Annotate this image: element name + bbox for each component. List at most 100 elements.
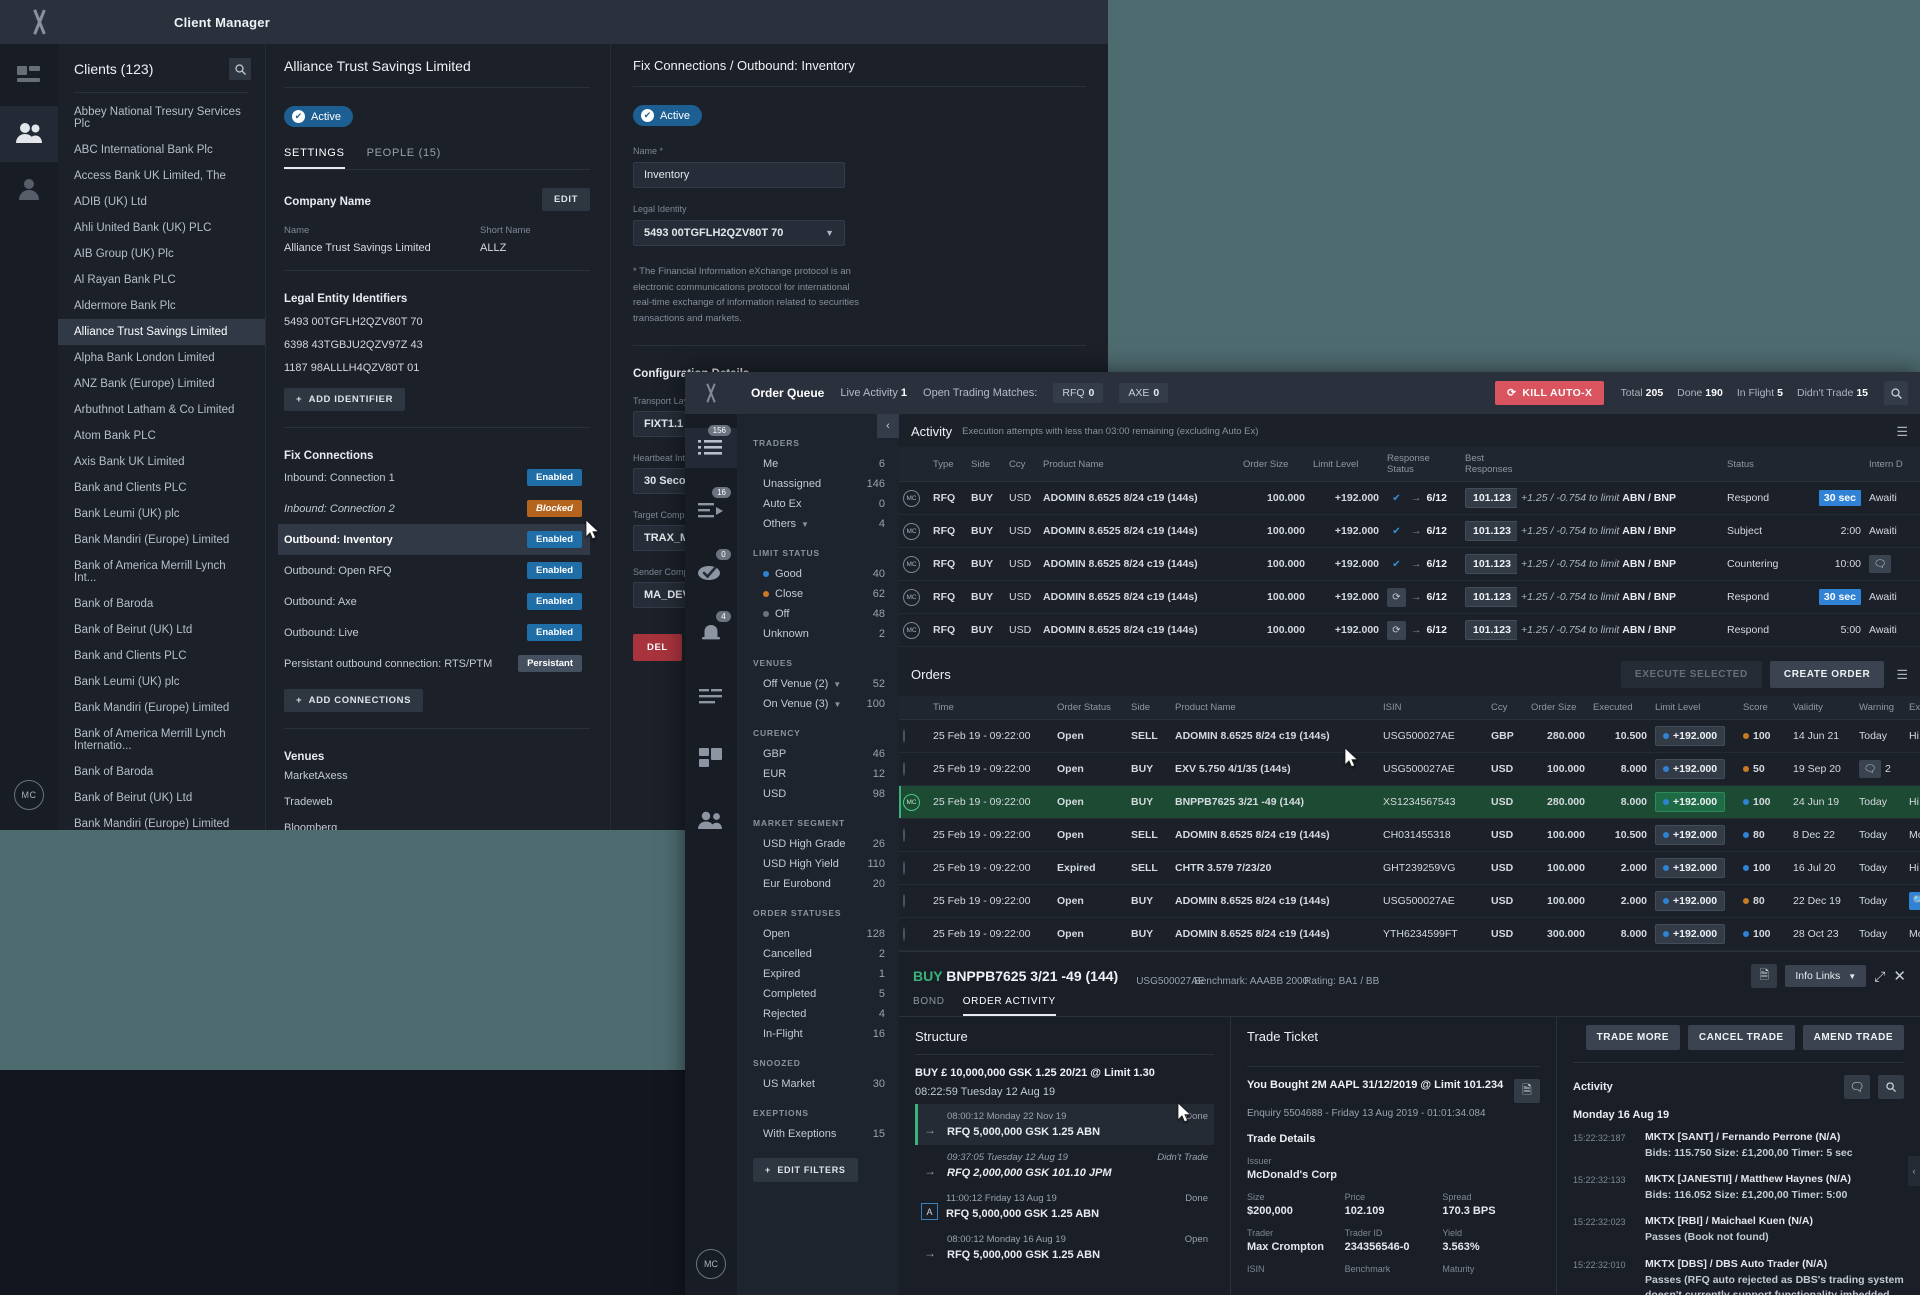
table-row[interactable]: MC RFQ BUY USD ADOMIN 8.6525 8/24 c19 (1…	[899, 481, 1920, 515]
hamburger-icon[interactable]: ☰	[1896, 667, 1908, 682]
filter-row[interactable]: Unknown 2	[753, 624, 885, 644]
client-list-item[interactable]: Abbey National Tresury Services Plc	[74, 106, 241, 130]
structure-item[interactable]: A 11:00:12 Friday 13 Aug 19 Done RFQ 5,00…	[915, 1186, 1214, 1227]
client-list-item[interactable]: ABC International Bank Plc	[74, 144, 213, 156]
filter-row[interactable]: Me 6	[753, 454, 885, 474]
client-list-item[interactable]: Bank Mandiri (Europe) Limited	[74, 534, 230, 546]
chip-axe[interactable]: AXE 0	[1119, 383, 1169, 403]
client-list-item[interactable]: ADIB (UK) Ltd	[74, 196, 147, 208]
filter-row[interactable]: USD High Yield 110	[753, 854, 885, 874]
table-row[interactable]: 25 Feb 19 - 09:22:00 Open BUY EXV 5.750 …	[899, 752, 1920, 786]
search-icon[interactable]	[1878, 1075, 1904, 1099]
client-list-item[interactable]: Axis Bank UK Limited	[74, 456, 185, 468]
column-header[interactable]: ISIN	[1379, 696, 1487, 720]
filter-row[interactable]: Others ▼ 4	[753, 514, 885, 534]
tab-order-queue[interactable]: Order Queue	[751, 386, 825, 400]
client-list-item[interactable]: Bank of Baroda	[74, 766, 154, 778]
row-select-checkbox[interactable]	[903, 828, 905, 842]
rail-lines-icon[interactable]	[685, 676, 737, 716]
search-icon[interactable]	[1884, 381, 1908, 405]
filter-row[interactable]: Expired 1	[753, 964, 885, 984]
column-header[interactable]: Order Size	[1239, 447, 1309, 482]
legal-identity-select[interactable]: 5493 00TGFLH2QZV80T 70 ▼	[633, 220, 845, 246]
fix-connection-row[interactable]: Outbound: Axe Enabled	[284, 586, 590, 617]
column-header[interactable]	[1803, 447, 1865, 482]
client-list-item[interactable]: Bank Leumi (UK) plc	[74, 508, 180, 520]
table-row[interactable]: MC RFQ BUY USD ADOMIN 8.6525 8/24 c19 (1…	[899, 547, 1920, 581]
filter-row[interactable]: Auto Ex 0	[753, 494, 885, 514]
filter-row[interactable]: Open 128	[753, 924, 885, 944]
table-row[interactable]: MC RFQ BUY USD ADOMIN 8.6525 8/24 c19 (1…	[899, 580, 1920, 614]
chip-rfq[interactable]: RFQ 0	[1053, 383, 1104, 403]
table-row[interactable]: MC 25 Feb 19 - 09:22:00 Open BUY BNPPB76…	[899, 785, 1920, 819]
client-list-item[interactable]: Bank Mandiri (Europe) Limited	[74, 702, 230, 714]
client-list-item[interactable]: Alliance Trust Savings Limited	[58, 319, 265, 345]
column-header[interactable]: Executed	[1589, 696, 1651, 720]
filter-row[interactable]: EUR 12	[753, 764, 885, 784]
user-profile-icon[interactable]	[14, 174, 44, 204]
column-header[interactable]: Exe	[1905, 696, 1920, 720]
clients-icon[interactable]	[14, 118, 44, 148]
chevron-left-icon[interactable]: ‹	[877, 414, 899, 438]
filter-row[interactable]: GBP 46	[753, 744, 885, 764]
column-header[interactable]	[899, 447, 929, 482]
table-row[interactable]: 25 Feb 19 - 09:22:00 Open SELL ADOMIN 8.…	[899, 719, 1920, 753]
client-list-item[interactable]: Bank Mandiri (Europe) Limited	[74, 818, 230, 830]
filter-row[interactable]: Rejected 4	[753, 1004, 885, 1024]
column-header[interactable]	[1517, 447, 1723, 482]
column-header[interactable]: Product Name	[1171, 696, 1379, 720]
filter-row[interactable]: Unassigned 146	[753, 474, 885, 494]
add-identifier-button[interactable]: + ADD IDENTIFIER	[284, 388, 406, 411]
message-icon[interactable]: 🗨	[1869, 555, 1891, 573]
copy-icon[interactable]: 🗎	[1514, 1079, 1540, 1103]
rail-order-list-icon[interactable]: 156	[685, 425, 737, 468]
column-header[interactable]: Ccy	[1005, 447, 1039, 482]
filter-row[interactable]: Cancelled 2	[753, 944, 885, 964]
expand-icon[interactable]: ⤢	[1874, 967, 1886, 984]
add-connections-button[interactable]: + ADD CONNECTIONS	[284, 689, 424, 712]
amend-trade-button[interactable]: AMEND TRADE	[1802, 1025, 1904, 1050]
client-list-item[interactable]: Bank of Beirut (UK) Ltd	[74, 792, 193, 804]
comment-icon[interactable]: 🗨	[1844, 1075, 1870, 1099]
table-row[interactable]: MC RFQ BUY USD ADOMIN 8.6525 8/24 c19 (1…	[899, 613, 1920, 647]
user-avatar[interactable]: MC	[696, 1249, 726, 1279]
client-list-item[interactable]: Bank of Beirut (UK) Ltd	[74, 624, 193, 636]
filter-row[interactable]: US Market 30	[753, 1074, 885, 1094]
client-list-item[interactable]: Alpha Bank London Limited	[74, 352, 215, 364]
execute-selected-button[interactable]: EXECUTE SELECTED	[1620, 661, 1762, 688]
client-list-item[interactable]: Ahli United Bank (UK) PLC	[74, 222, 212, 234]
column-header[interactable]: Order Status	[1053, 696, 1127, 720]
rail-check-cloud-icon[interactable]: 0	[685, 549, 737, 592]
fix-connection-row[interactable]: Outbound: Inventory Enabled	[278, 524, 590, 555]
fix-name-input[interactable]: Inventory	[633, 162, 845, 188]
table-row[interactable]: 25 Feb 19 - 09:22:00 Open BUY ADOMIN 8.6…	[899, 884, 1920, 918]
user-avatar[interactable]: MC	[14, 780, 44, 810]
column-header[interactable]: Product Name	[1039, 447, 1239, 482]
edit-button[interactable]: EDIT	[541, 188, 590, 211]
chevron-left-icon[interactable]: ‹	[1908, 1156, 1920, 1186]
client-list-item[interactable]: Bank and Clients PLC	[74, 482, 187, 494]
tab-settings[interactable]: SETTINGS	[284, 147, 345, 169]
fix-connection-row[interactable]: Outbound: Live Enabled	[284, 617, 590, 648]
column-header[interactable]: Warning	[1855, 696, 1905, 720]
column-header[interactable]	[899, 696, 929, 720]
row-select-checkbox[interactable]	[903, 927, 905, 941]
structure-item[interactable]: → 08:00:12 Monday 16 Aug 19 Open RFQ 5,00…	[915, 1227, 1214, 1268]
venue-row[interactable]: Bloomberg	[284, 822, 338, 830]
search-icon[interactable]: 🔍	[1909, 892, 1920, 910]
row-select-checkbox[interactable]	[903, 861, 905, 875]
fix-connection-row[interactable]: Persistant outbound connection: RTS/PTM …	[284, 648, 590, 679]
column-header[interactable]: Validity	[1789, 696, 1855, 720]
rail-people-icon[interactable]	[685, 800, 737, 840]
delete-button[interactable]: DEL	[633, 633, 682, 661]
filter-row[interactable]: On Venue (3) ▼ 100	[753, 694, 885, 714]
client-list-item[interactable]: Bank of Baroda	[74, 598, 154, 610]
table-row[interactable]: MC RFQ BUY USD ADOMIN 8.6525 8/24 c19 (1…	[899, 514, 1920, 548]
filter-row[interactable]: With Exeptions 15	[753, 1124, 885, 1144]
filter-row[interactable]: Off Venue (2) ▼ 52	[753, 674, 885, 694]
table-row[interactable]: 25 Feb 19 - 09:22:00 Expired SELL CHTR 3…	[899, 851, 1920, 885]
filter-row[interactable]: Completed 5	[753, 984, 885, 1004]
client-list-item[interactable]: Bank of America Merrill Lynch Internatio…	[74, 728, 226, 752]
column-header[interactable]: Score	[1739, 696, 1789, 720]
client-list-item[interactable]: Bank Leumi (UK) plc	[74, 676, 180, 688]
